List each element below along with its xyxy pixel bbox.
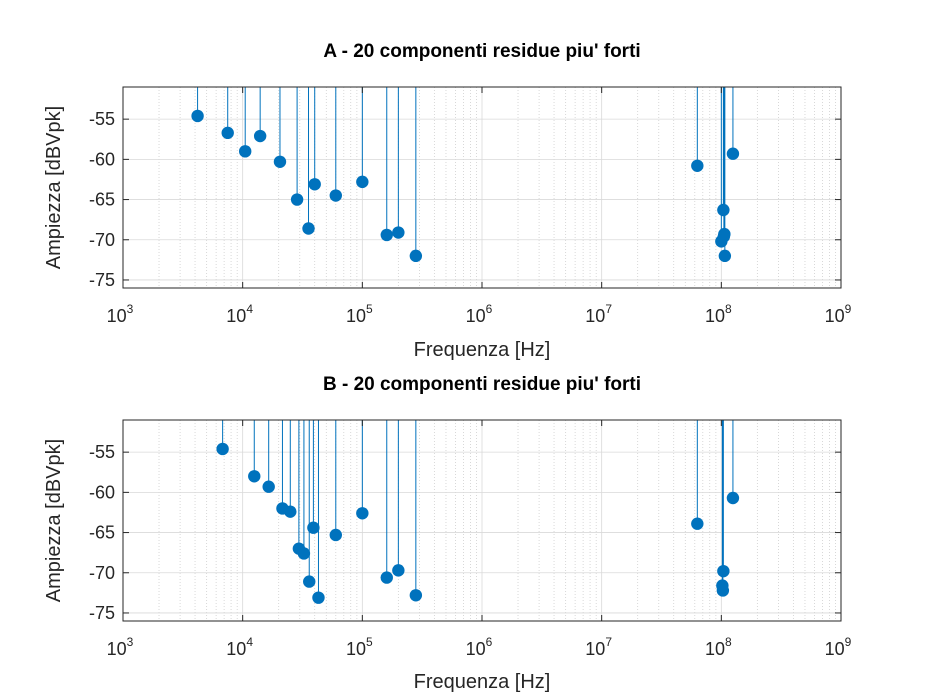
chart-a-xtick-label: 106 (466, 302, 493, 326)
chart-b-xtick-label: 108 (705, 635, 732, 659)
chart-a-xtick-base: 10 (346, 306, 366, 326)
chart-a-xtick-base: 10 (585, 306, 605, 326)
chart-a-xtick-exp: 6 (486, 302, 493, 316)
chart-a-ytick-label: -60 (89, 149, 115, 169)
chart-a-point-15 (717, 203, 730, 217)
chart-b-xtick-base: 10 (346, 639, 366, 659)
chart-a-xtick-exp: 7 (605, 302, 612, 316)
chart-a-xtick-exp: 4 (246, 302, 253, 316)
chart-b-xtick-base: 10 (466, 639, 486, 659)
chart-a-xlabel: Frequenza [Hz] (414, 339, 551, 361)
chart-a-point-1 (221, 126, 234, 140)
chart-b-xtick-exp: 6 (486, 635, 493, 649)
chart-a-xtick-exp: 5 (366, 302, 373, 316)
chart-a-point-3 (253, 129, 267, 143)
chart-a-xtick-label: 104 (226, 302, 253, 326)
chart-a-xtick-exp: 8 (725, 302, 732, 316)
chart-b-xtick-base: 10 (226, 639, 246, 659)
chart-b-point-4 (284, 505, 297, 518)
chart-b-point-12 (380, 571, 393, 584)
chart-a-xtick-label: 108 (705, 302, 732, 326)
chart-b-xtick-exp: 8 (725, 635, 732, 649)
chart-b-xtick-exp: 3 (127, 635, 134, 649)
chart-b-point-6 (297, 547, 311, 560)
chart-a-xtick-base: 10 (825, 306, 845, 326)
chart-b-xtick-base: 10 (825, 639, 845, 659)
chart-b-ytick-label: -65 (89, 523, 115, 543)
chart-b-point-17 (717, 564, 730, 578)
chart-b-xtick-exp: 7 (605, 635, 612, 649)
chart-b-ytick-label: -70 (89, 563, 115, 583)
chart-b-xtick-label: 107 (585, 635, 612, 659)
chart-b-xtick-label: 103 (107, 635, 134, 659)
chart-a-point-0 (191, 109, 204, 123)
chart-b-point-18 (716, 584, 730, 597)
chart-b-xtick-exp: 5 (366, 635, 373, 649)
chart-b-point-14 (409, 589, 423, 602)
chart-a-point-8 (329, 189, 342, 202)
chart-a-xtick-base: 10 (107, 306, 127, 326)
chart-a-point-19 (726, 147, 740, 160)
chart-a-ytick-label: -70 (89, 230, 115, 250)
chart-b-point-11 (356, 507, 369, 520)
chart-a-xtick-base: 10 (705, 306, 725, 326)
chart-a-xtick-exp: 3 (127, 302, 134, 316)
chart-b-xtick-label: 104 (226, 635, 253, 659)
chart-b-point-15 (691, 517, 704, 530)
chart-b-xtick-exp: 9 (845, 635, 852, 649)
chart-a-point-7 (308, 178, 321, 191)
chart-b-point-9 (312, 591, 325, 604)
chart-b-ylabel: Ampiezza [dBVpk] (43, 439, 65, 602)
chart-a-series (191, 87, 740, 263)
chart-a-xtick-label: 103 (107, 302, 134, 326)
chart-b-point-8 (307, 521, 320, 534)
chart-b-point-13 (392, 564, 405, 577)
chart-b-xlabel: Frequenza [Hz] (414, 671, 551, 693)
chart-b-series (216, 420, 740, 604)
chart-a-xtick-base: 10 (226, 306, 246, 326)
chart-a-point-6 (302, 222, 315, 235)
chart-a-point-4 (273, 155, 287, 168)
chart-b-xtick-label: 105 (346, 635, 373, 659)
chart-a-point-17 (717, 230, 731, 243)
chart-a-point-2 (239, 145, 252, 158)
chart-b-xtick-label: 109 (825, 635, 852, 659)
chart-b-point-2 (262, 480, 275, 493)
chart-a-ytick-label: -75 (89, 270, 115, 290)
chart-a-xtick-label: 109 (825, 302, 852, 326)
chart-b-point-7 (303, 575, 316, 588)
chart-b-point-19 (726, 491, 740, 505)
chart-a-point-9 (356, 175, 369, 189)
chart-a-xtick-label: 105 (346, 302, 373, 326)
chart-a-xtick-base: 10 (466, 306, 486, 326)
chart-a-point-5 (290, 193, 304, 206)
chart-b-xtick-base: 10 (107, 639, 127, 659)
chart-a-ytick-label: -55 (89, 109, 115, 129)
chart-b-point-10 (329, 528, 342, 542)
chart-b-xtick-label: 106 (466, 635, 493, 659)
chart-b-point-0 (216, 442, 229, 456)
chart-b-ytick-label: -75 (89, 603, 115, 623)
chart-b-point-1 (248, 470, 261, 483)
chart-a-ytick-label: -65 (89, 190, 115, 210)
chart-a-xtick-label: 107 (585, 302, 612, 326)
chart-b-title: B - 20 componenti residue piu' forti (323, 374, 641, 395)
chart-a-point-18 (718, 249, 732, 263)
chart-b-ytick-label: -55 (89, 442, 115, 462)
chart-a-xtick-exp: 9 (845, 302, 852, 316)
chart-b-ytick-label: -60 (89, 482, 115, 502)
chart-a-point-11 (392, 226, 405, 239)
chart-a-point-10 (380, 228, 393, 242)
chart-a-point-13 (691, 159, 704, 172)
chart-a-point-12 (409, 249, 423, 263)
chart-b-xtick-base: 10 (705, 639, 725, 659)
chart-a-ylabel: Ampiezza [dBVpk] (43, 106, 65, 269)
chart-a-title: A - 20 componenti residue piu' forti (323, 41, 640, 62)
chart-b-xtick-base: 10 (585, 639, 605, 659)
chart-b-xtick-exp: 4 (246, 635, 253, 649)
